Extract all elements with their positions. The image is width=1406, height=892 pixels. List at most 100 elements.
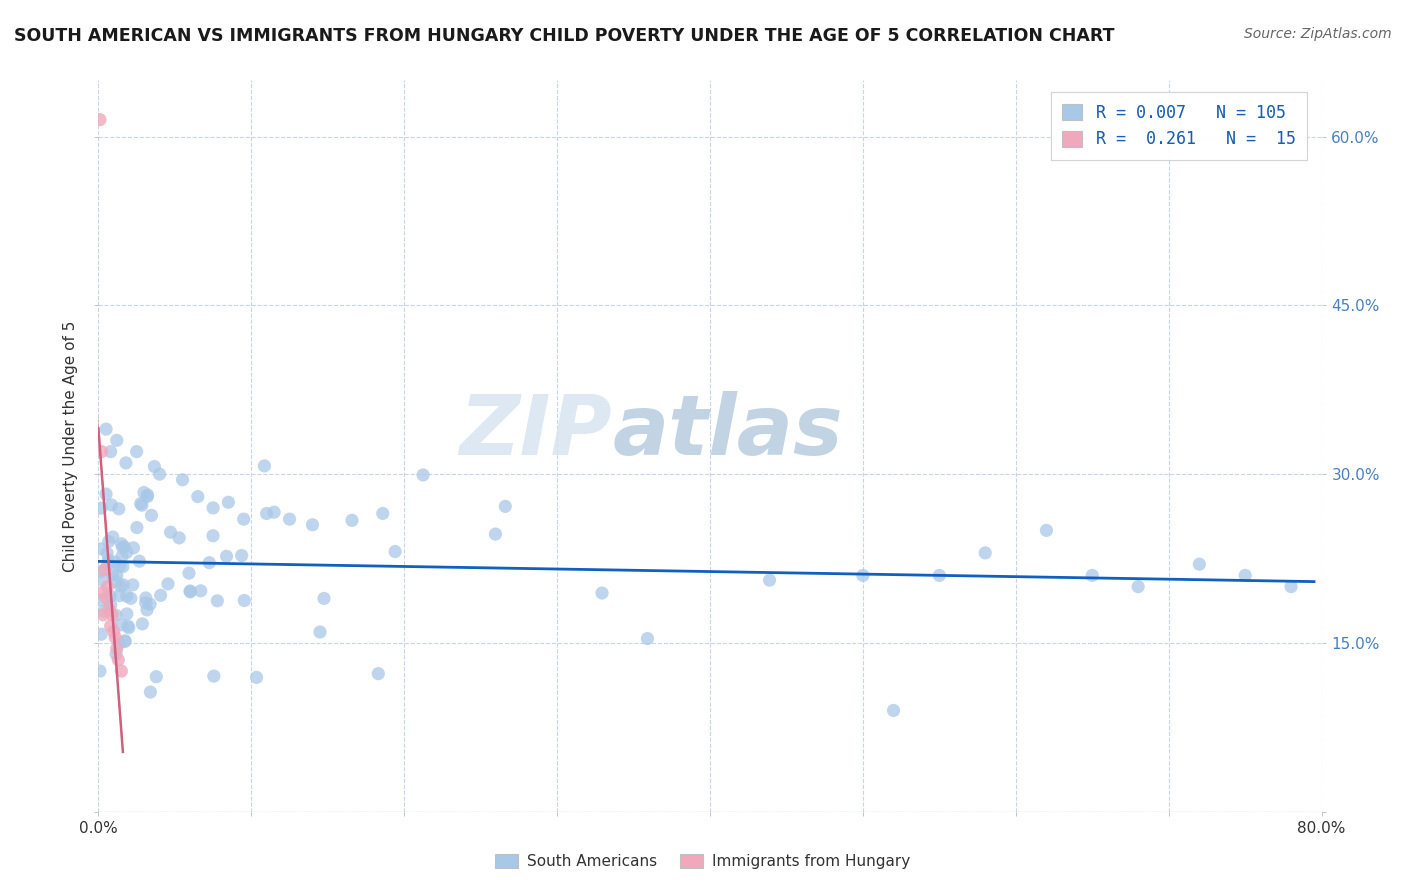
Point	[115, 589, 138, 603]
Point	[202, 669, 225, 683]
Point	[120, 591, 142, 606]
Point	[101, 607, 124, 622]
Point	[145, 670, 167, 684]
Point	[852, 568, 875, 582]
Point	[231, 549, 253, 563]
Point	[90, 444, 112, 458]
Point	[91, 585, 114, 599]
Point	[112, 578, 135, 592]
Point	[217, 495, 239, 509]
Point	[494, 500, 516, 514]
Point	[97, 534, 120, 549]
Point	[90, 592, 112, 607]
Point	[159, 525, 181, 540]
Text: ZIP: ZIP	[460, 391, 612, 472]
Point	[312, 591, 335, 606]
Text: atlas: atlas	[612, 391, 842, 472]
Point	[100, 619, 122, 633]
Point	[128, 554, 150, 568]
Point	[156, 577, 179, 591]
Point	[105, 568, 128, 582]
Point	[89, 565, 111, 579]
Point	[278, 512, 301, 526]
Point	[105, 647, 128, 661]
Point	[105, 574, 128, 589]
Point	[412, 467, 434, 482]
Point	[135, 596, 157, 610]
Point	[107, 653, 129, 667]
Point	[100, 498, 122, 512]
Point	[484, 527, 506, 541]
Point	[90, 627, 112, 641]
Point	[93, 563, 115, 577]
Point	[143, 459, 166, 474]
Point	[135, 591, 157, 605]
Point	[367, 666, 389, 681]
Point	[111, 559, 134, 574]
Point	[110, 579, 132, 593]
Point	[131, 498, 153, 512]
Legend: R = 0.007   N = 105, R =  0.261   N =  15: R = 0.007 N = 105, R = 0.261 N = 15	[1050, 92, 1308, 160]
Point	[340, 513, 363, 527]
Point	[758, 573, 780, 587]
Text: Source: ZipAtlas.com: Source: ZipAtlas.com	[1244, 27, 1392, 41]
Point	[1128, 580, 1150, 594]
Point	[245, 670, 267, 684]
Point	[107, 501, 129, 516]
Point	[125, 520, 148, 534]
Point	[89, 541, 111, 556]
Point	[96, 546, 118, 560]
Point	[207, 594, 229, 608]
Point	[89, 664, 111, 678]
Point	[1279, 580, 1302, 594]
Legend: South Americans, Immigrants from Hungary: South Americans, Immigrants from Hungary	[489, 848, 917, 875]
Point	[103, 624, 125, 639]
Point	[100, 444, 122, 458]
Point	[94, 487, 117, 501]
Point	[636, 632, 658, 646]
Point	[149, 588, 172, 602]
Point	[105, 434, 128, 448]
Point	[591, 586, 613, 600]
Point	[97, 580, 120, 594]
Point	[136, 603, 159, 617]
Point	[974, 546, 997, 560]
Point	[104, 555, 127, 569]
Point	[1188, 557, 1211, 571]
Point	[89, 112, 111, 127]
Point	[131, 616, 153, 631]
Point	[232, 512, 254, 526]
Point	[108, 636, 131, 650]
Point	[301, 517, 323, 532]
Point	[98, 589, 121, 603]
Point	[139, 685, 162, 699]
Point	[215, 549, 238, 564]
Point	[187, 490, 209, 504]
Point	[97, 553, 120, 567]
Point	[190, 583, 212, 598]
Point	[115, 456, 138, 470]
Point	[110, 664, 132, 678]
Point	[136, 488, 159, 502]
Point	[256, 507, 278, 521]
Point	[112, 540, 135, 554]
Point	[136, 490, 159, 504]
Point	[179, 584, 201, 599]
Text: SOUTH AMERICAN VS IMMIGRANTS FROM HUNGARY CHILD POVERTY UNDER THE AGE OF 5 CORRE: SOUTH AMERICAN VS IMMIGRANTS FROM HUNGAR…	[14, 27, 1115, 45]
Y-axis label: Child Poverty Under the Age of 5: Child Poverty Under the Age of 5	[63, 320, 77, 572]
Point	[1035, 524, 1057, 538]
Point	[94, 591, 117, 605]
Point	[94, 422, 117, 436]
Point	[384, 544, 406, 558]
Point	[111, 549, 134, 564]
Point	[122, 541, 145, 555]
Point	[132, 485, 155, 500]
Point	[928, 568, 950, 582]
Point	[105, 641, 128, 656]
Point	[97, 558, 120, 572]
Point	[263, 505, 285, 519]
Point	[883, 703, 905, 717]
Point	[101, 530, 124, 544]
Point	[177, 566, 200, 580]
Point	[91, 607, 114, 622]
